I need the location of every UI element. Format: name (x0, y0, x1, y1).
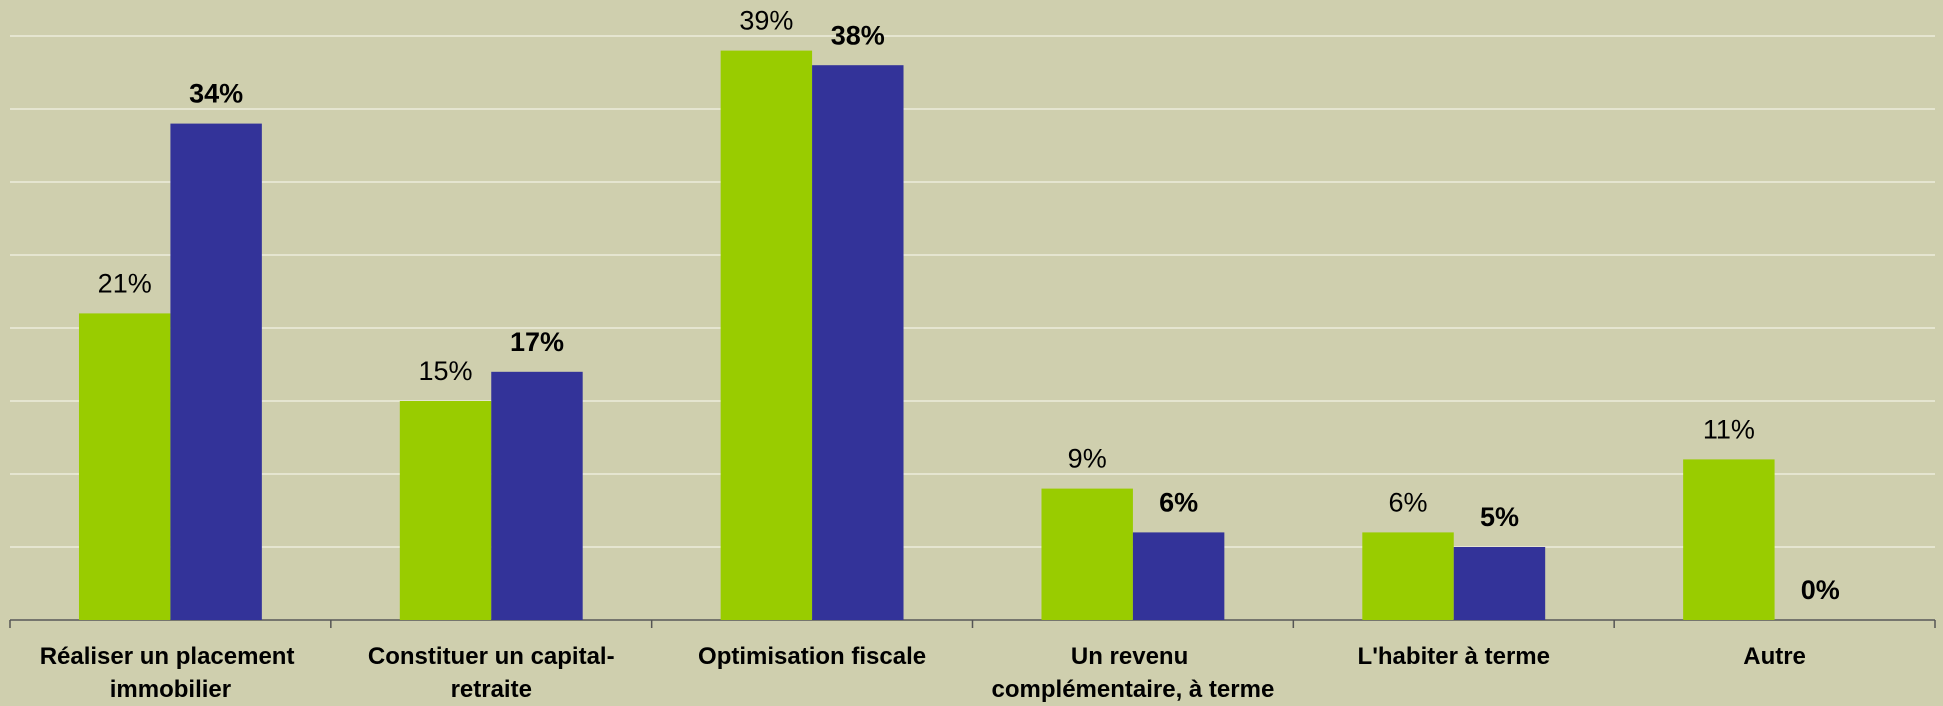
x-tick-label: Optimisation fiscale (698, 643, 926, 670)
x-tick-label: L'habiter à terme (1358, 643, 1550, 670)
bar (720, 50, 813, 621)
bar (1132, 532, 1225, 620)
data-label: 6% (1389, 488, 1428, 518)
data-label: 9% (1068, 444, 1107, 474)
data-label: 39% (739, 6, 793, 36)
data-label: 38% (831, 20, 885, 50)
bar (78, 313, 171, 620)
data-label: 15% (419, 356, 473, 386)
bar (1683, 459, 1775, 620)
bar (1041, 488, 1133, 620)
data-label: 34% (189, 79, 243, 109)
bar (170, 123, 262, 620)
x-tick-label: Autre (1743, 643, 1806, 670)
bar (1362, 532, 1454, 620)
data-label: 0% (1801, 575, 1840, 605)
data-label: 5% (1480, 502, 1519, 532)
bar (399, 401, 492, 620)
x-tick-label: Constituer un capital-retraite (368, 643, 615, 703)
data-label: 17% (510, 327, 564, 357)
x-tick-label: Réaliser un placement immobilier (40, 643, 301, 703)
bar (1453, 547, 1546, 620)
bar (491, 371, 583, 620)
data-label: 6% (1159, 488, 1198, 518)
data-label: 11% (1703, 415, 1755, 445)
x-tick-label: Un revenu complémentaire, à terme (992, 643, 1275, 703)
bar (812, 65, 904, 620)
data-label: 21% (98, 269, 152, 299)
